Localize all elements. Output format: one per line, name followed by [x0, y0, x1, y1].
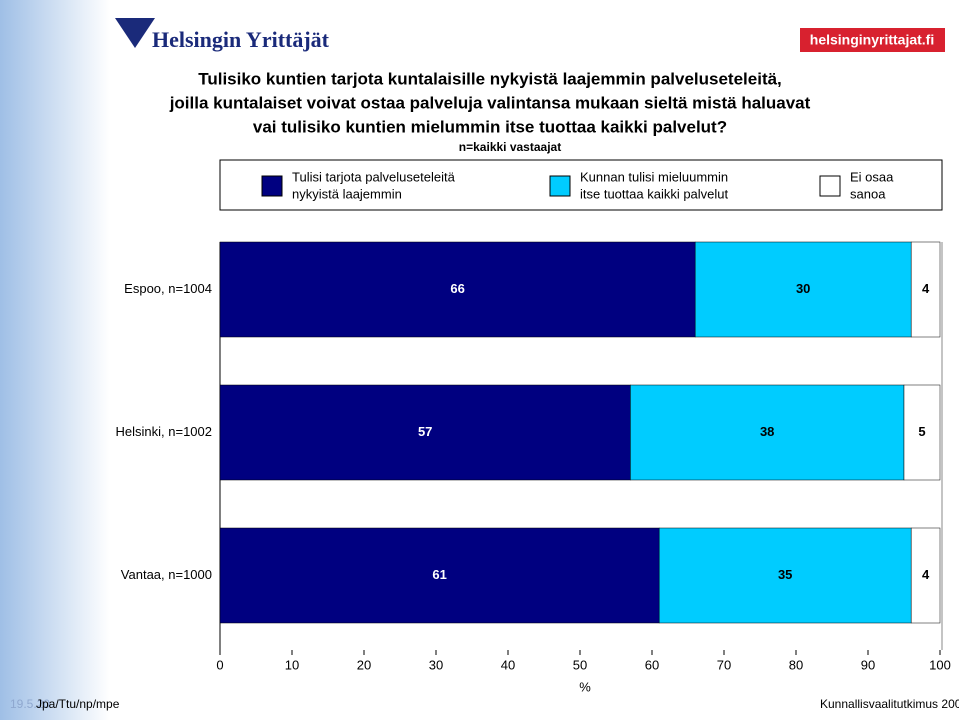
- legend-label: nykyistä laajemmin: [292, 186, 402, 201]
- x-tick-label: 80: [789, 657, 803, 672]
- url-box: [800, 28, 945, 52]
- bar-segment: [219, 241, 696, 338]
- value-label: 30: [796, 281, 810, 296]
- legend-swatch: [819, 175, 841, 197]
- legend-swatch: [261, 175, 283, 197]
- x-tick-label: 90: [861, 657, 875, 672]
- chart-title: Tulisiko kuntien tarjota kuntalaisille n…: [198, 69, 782, 88]
- logo: Helsingin Yrittäjät: [152, 27, 330, 52]
- bar-segment: [910, 241, 941, 338]
- x-tick-label: 60: [645, 657, 659, 672]
- footer-source: Kunnallisvaalitutkimus 200: [820, 697, 959, 711]
- legend-swatch: [549, 175, 571, 197]
- x-tick-label: 30: [429, 657, 443, 672]
- chart-subtitle: n=kaikki vastaajat: [459, 140, 561, 154]
- logo-icon: [115, 18, 155, 48]
- legend-label: Tulisi tarjota palveluseteleitä: [292, 169, 456, 184]
- value-label: 57: [418, 424, 432, 439]
- x-tick-label: 0: [216, 657, 223, 672]
- x-tick-label: 100: [929, 657, 951, 672]
- url: helsinginyrittajat.fi: [810, 32, 934, 48]
- footer-authors: Jpa/Ttu/np/mpe: [36, 697, 120, 711]
- chart-title: joilla kuntalaiset voivat ostaa palveluj…: [169, 93, 811, 112]
- value-label: 5: [918, 424, 925, 439]
- value-label: 61: [432, 567, 446, 582]
- legend-label: itse tuottaa kaikki palvelut: [580, 186, 729, 201]
- bar-segment: [694, 241, 912, 338]
- y-tick-label: Helsinki, n=1002: [116, 424, 212, 439]
- side-gradient: [0, 0, 110, 720]
- bar-segment: [910, 527, 941, 624]
- bar-segment: [219, 384, 631, 481]
- x-tick-label: 10: [285, 657, 299, 672]
- value-label: 66: [450, 281, 464, 296]
- value-label: 4: [922, 567, 930, 582]
- legend-label: sanoa: [850, 186, 886, 201]
- x-tick-label: 50: [573, 657, 587, 672]
- x-tick-label: 20: [357, 657, 371, 672]
- y-tick-label: Vantaa, n=1000: [121, 567, 212, 582]
- x-axis-label: %: [579, 679, 591, 694]
- value-label: 35: [778, 567, 792, 582]
- y-tick-label: Espoo, n=1004: [124, 281, 212, 296]
- value-label: 38: [760, 424, 774, 439]
- x-tick-label: 40: [501, 657, 515, 672]
- value-label: 4: [922, 281, 930, 296]
- legend-label: Ei osaa: [850, 169, 894, 184]
- x-tick-label: 70: [717, 657, 731, 672]
- legend-label: Kunnan tulisi mieluummin: [580, 169, 728, 184]
- bar-segment: [219, 527, 660, 624]
- bar-segment: [658, 527, 912, 624]
- chart-title: vai tulisiko kuntien mielummin itse tuot…: [253, 117, 727, 136]
- bar-segment: [903, 384, 941, 481]
- footer-date: 19.5.20: [10, 697, 50, 711]
